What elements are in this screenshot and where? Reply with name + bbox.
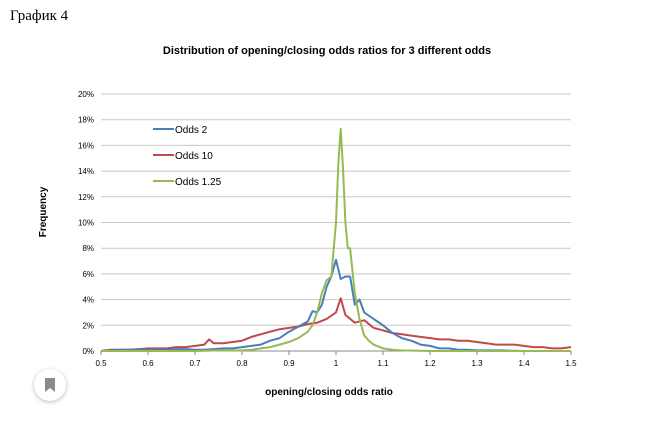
y-tick-label: 6% <box>82 270 94 279</box>
graph-label: График 4 <box>10 8 69 24</box>
y-tick-label: 14% <box>78 167 94 176</box>
x-tick-labels: 0.5 0.6 0.7 0.8 0.9 1 1.1 1.2 1.3 1.4 1.5 <box>95 359 577 368</box>
series-line-3 <box>101 127 571 352</box>
y-tick-label: 4% <box>82 296 94 305</box>
chart-title: Distribution of opening/closing odds rat… <box>163 45 491 57</box>
bookmark-button[interactable] <box>34 369 66 401</box>
series-line-1 <box>100 258 571 352</box>
y-tick-label: 10% <box>78 219 94 228</box>
legend-label: Odds 1.25 <box>175 177 222 188</box>
legend-label: Odds 10 <box>175 151 213 162</box>
y-tick-label: 12% <box>78 193 94 202</box>
legend: Odds 2 Odds 10 Odds 1.25 <box>153 125 222 188</box>
y-tick-labels: 0% 2% 4% 6% 8% 10% 12% 14% 16% 18% 20% <box>78 90 94 356</box>
bookmark-icon <box>44 378 56 392</box>
x-tick-label: 1.5 <box>565 359 577 368</box>
legend-label: Odds 2 <box>175 125 208 136</box>
x-tick-label: 1.4 <box>518 359 530 368</box>
y-axis-label: Frequency <box>38 186 49 237</box>
x-tick-label: 1.1 <box>377 359 389 368</box>
y-tick-label: 16% <box>78 141 94 150</box>
y-tick-label: 8% <box>82 244 94 253</box>
x-tick-label: 0.8 <box>236 359 248 368</box>
y-tick-label: 2% <box>82 321 94 330</box>
y-tick-label: 18% <box>78 116 94 125</box>
x-axis-label: opening/closing odds ratio <box>265 387 393 398</box>
series-line-2 <box>100 297 572 352</box>
y-tick-label: 20% <box>78 90 94 99</box>
x-tick-label: 0.6 <box>142 359 154 368</box>
x-tick-label: 1 <box>334 359 339 368</box>
x-tick-label: 1.2 <box>424 359 436 368</box>
series-lines <box>100 127 572 352</box>
x-tick-label: 1.3 <box>471 359 483 368</box>
x-tick-label: 0.7 <box>189 359 201 368</box>
x-tick-label: 0.9 <box>283 359 295 368</box>
x-tick-label: 0.5 <box>95 359 107 368</box>
y-tick-label: 0% <box>82 347 94 356</box>
